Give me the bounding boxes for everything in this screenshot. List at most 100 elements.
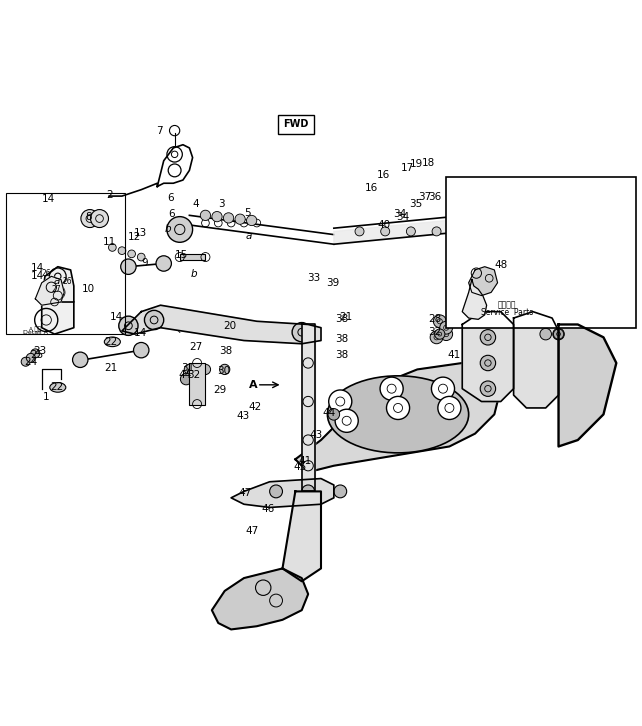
Circle shape <box>21 357 30 366</box>
Polygon shape <box>514 311 559 408</box>
Circle shape <box>553 316 564 327</box>
Text: FWD: FWD <box>283 119 309 129</box>
Text: 8: 8 <box>85 212 92 222</box>
Circle shape <box>553 316 564 327</box>
Circle shape <box>440 322 453 334</box>
Text: 21: 21 <box>104 363 117 373</box>
Text: 47: 47 <box>245 526 258 537</box>
Circle shape <box>292 322 311 342</box>
Text: 6: 6 <box>167 193 173 203</box>
Text: 3: 3 <box>218 200 225 209</box>
Text: 41: 41 <box>299 456 311 465</box>
Text: 41: 41 <box>448 351 461 360</box>
Circle shape <box>81 210 99 227</box>
Text: 25: 25 <box>31 351 44 360</box>
Text: 18: 18 <box>422 158 435 168</box>
Text: 14: 14 <box>42 195 55 204</box>
Ellipse shape <box>104 337 120 346</box>
Text: 22: 22 <box>50 383 63 392</box>
Text: 28: 28 <box>429 314 442 325</box>
Circle shape <box>440 327 453 340</box>
Circle shape <box>302 485 315 498</box>
Circle shape <box>200 364 211 375</box>
Text: 46: 46 <box>262 505 275 515</box>
Circle shape <box>432 227 441 236</box>
Text: 39: 39 <box>326 278 339 287</box>
Polygon shape <box>35 277 64 305</box>
Circle shape <box>438 396 461 420</box>
Text: 5: 5 <box>244 208 250 219</box>
Polygon shape <box>122 305 321 343</box>
Circle shape <box>430 331 443 343</box>
Text: 38: 38 <box>220 346 232 356</box>
Text: a: a <box>53 276 60 286</box>
Text: 38: 38 <box>335 314 348 325</box>
Text: b: b <box>165 224 171 234</box>
Circle shape <box>212 211 222 221</box>
Polygon shape <box>559 325 616 446</box>
Circle shape <box>335 409 358 433</box>
Circle shape <box>223 213 234 223</box>
Text: 31: 31 <box>181 363 194 373</box>
Text: 32: 32 <box>429 327 442 337</box>
Text: 34: 34 <box>397 211 410 221</box>
Circle shape <box>137 253 145 261</box>
Text: 27: 27 <box>189 342 202 352</box>
Circle shape <box>247 216 257 226</box>
Text: 26: 26 <box>42 269 51 277</box>
Polygon shape <box>462 280 487 319</box>
Text: Service  Parts: Service Parts <box>481 309 534 317</box>
Text: 38: 38 <box>335 334 348 343</box>
Circle shape <box>480 355 496 371</box>
Polygon shape <box>334 209 565 244</box>
Text: 15: 15 <box>175 250 187 260</box>
Polygon shape <box>282 492 321 582</box>
Circle shape <box>553 329 564 339</box>
Text: 48: 48 <box>494 261 507 270</box>
Text: 33: 33 <box>307 273 320 283</box>
Polygon shape <box>302 325 315 492</box>
Text: 44: 44 <box>178 370 191 380</box>
Text: 4: 4 <box>193 200 199 209</box>
Circle shape <box>235 214 245 224</box>
Bar <box>180 254 205 261</box>
Circle shape <box>144 310 164 330</box>
Circle shape <box>509 227 518 236</box>
Text: 38: 38 <box>335 351 348 360</box>
Polygon shape <box>42 302 74 334</box>
Circle shape <box>480 381 496 396</box>
Text: 20: 20 <box>223 322 236 331</box>
Text: 2: 2 <box>106 189 112 200</box>
Circle shape <box>156 256 171 272</box>
Text: 36: 36 <box>429 192 442 203</box>
Text: 45: 45 <box>294 462 307 472</box>
Polygon shape <box>462 311 514 401</box>
Circle shape <box>270 485 282 498</box>
Circle shape <box>119 316 138 335</box>
Text: b: b <box>191 269 197 280</box>
Text: 12: 12 <box>128 232 141 242</box>
Circle shape <box>483 227 492 236</box>
Text: Detail A: Detail A <box>23 330 48 335</box>
Circle shape <box>108 244 116 251</box>
Text: 42: 42 <box>249 401 262 412</box>
Circle shape <box>329 390 352 413</box>
Circle shape <box>480 330 496 345</box>
Circle shape <box>187 367 198 378</box>
Polygon shape <box>212 568 308 629</box>
Circle shape <box>535 227 544 236</box>
Text: 19: 19 <box>410 159 422 169</box>
Circle shape <box>180 373 192 385</box>
Circle shape <box>540 328 551 340</box>
Text: 11: 11 <box>103 237 116 248</box>
Circle shape <box>334 485 347 498</box>
Text: 13: 13 <box>134 228 146 238</box>
Text: 6: 6 <box>169 209 175 219</box>
Circle shape <box>121 259 136 274</box>
Text: 24: 24 <box>24 356 37 367</box>
Circle shape <box>381 227 390 236</box>
Circle shape <box>435 329 445 339</box>
Circle shape <box>26 354 35 362</box>
Circle shape <box>386 396 410 420</box>
Circle shape <box>91 210 108 227</box>
